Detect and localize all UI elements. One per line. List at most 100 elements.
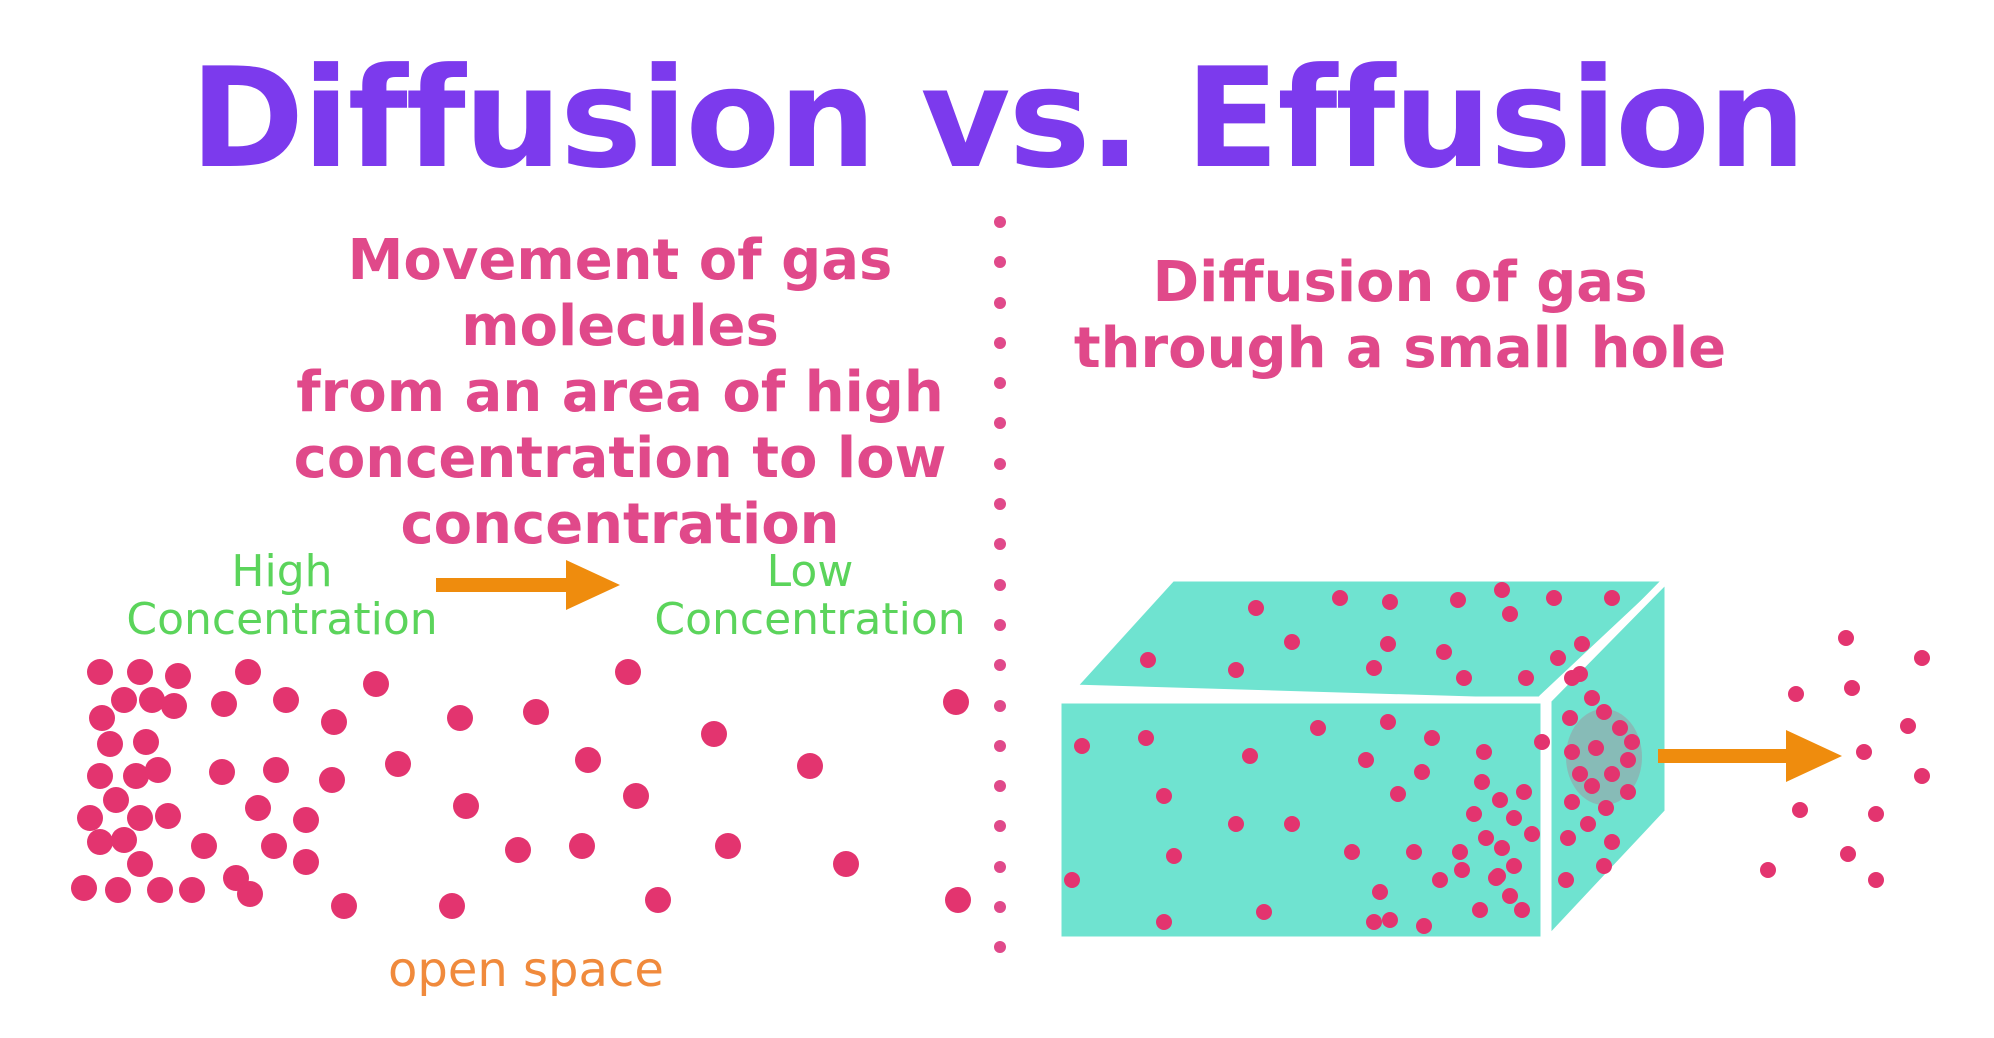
concentration-arrow bbox=[436, 560, 620, 610]
container-molecule bbox=[1506, 858, 1522, 874]
divider-dot bbox=[994, 860, 1006, 873]
divider-dot bbox=[994, 498, 1006, 511]
container-molecule bbox=[1284, 634, 1300, 650]
container-molecule bbox=[1502, 606, 1518, 622]
diffusion-molecule bbox=[245, 795, 271, 821]
diffusion-molecule bbox=[945, 887, 971, 913]
diffusion-molecule bbox=[127, 851, 153, 877]
low-label-line: Low bbox=[766, 546, 854, 597]
container-molecule bbox=[1366, 914, 1382, 930]
diffusion-molecule bbox=[71, 875, 97, 901]
escaped-molecule bbox=[1914, 768, 1930, 784]
diffusion-molecule bbox=[447, 705, 473, 731]
container-molecule bbox=[1138, 730, 1154, 746]
escaped-molecule bbox=[1760, 862, 1776, 878]
divider-dot bbox=[994, 538, 1006, 551]
container-molecule bbox=[1450, 592, 1466, 608]
diffusion-molecule bbox=[797, 753, 823, 779]
diffusion-molecule bbox=[715, 833, 741, 859]
container-molecule bbox=[1494, 582, 1510, 598]
container-molecule bbox=[1492, 792, 1508, 808]
escaped-molecule bbox=[1868, 872, 1884, 888]
diffusion-molecule bbox=[161, 693, 187, 719]
effusion-description: Diffusion of gas through a small hole bbox=[1020, 250, 1780, 382]
divider-dot bbox=[994, 618, 1006, 631]
diffusion-molecule bbox=[139, 687, 165, 713]
container-molecule bbox=[1140, 652, 1156, 668]
low-concentration-label: Low Concentration bbox=[640, 548, 980, 644]
divider-dot bbox=[994, 457, 1006, 470]
diffusion-molecule bbox=[439, 893, 465, 919]
diffusion-molecule bbox=[77, 805, 103, 831]
container-molecule bbox=[1310, 720, 1326, 736]
container-molecule bbox=[1564, 744, 1580, 760]
container-molecule bbox=[1436, 644, 1452, 660]
escaped-molecule bbox=[1840, 846, 1856, 862]
diffusion-description-line: from an area of high bbox=[296, 360, 944, 425]
diffusion-molecule bbox=[111, 827, 137, 853]
effusion-description-line: Diffusion of gas bbox=[1152, 250, 1648, 315]
page-title: Diffusion vs. Effusion bbox=[189, 38, 1806, 199]
divider-dot bbox=[994, 256, 1006, 269]
container-molecule bbox=[1584, 778, 1600, 794]
escaped-molecule bbox=[1868, 806, 1884, 822]
diffusion-molecule bbox=[575, 747, 601, 773]
diffusion-molecule bbox=[105, 877, 131, 903]
divider-dot bbox=[994, 820, 1006, 833]
diffusion-molecule bbox=[331, 893, 357, 919]
container-molecule bbox=[1406, 844, 1422, 860]
divider-dot bbox=[994, 699, 1006, 712]
diffusion-molecule bbox=[701, 721, 727, 747]
container-molecule bbox=[1454, 862, 1470, 878]
container-molecule bbox=[1248, 600, 1264, 616]
container-molecule bbox=[1546, 590, 1562, 606]
container-molecule bbox=[1156, 788, 1172, 804]
container-molecule bbox=[1612, 720, 1628, 736]
diffusion-molecule bbox=[147, 877, 173, 903]
diffusion-molecule bbox=[103, 787, 129, 813]
container-molecule bbox=[1382, 594, 1398, 610]
diffusion-molecule bbox=[569, 833, 595, 859]
diffusion-molecule bbox=[111, 687, 137, 713]
diffusion-molecule bbox=[127, 659, 153, 685]
container-molecule bbox=[1284, 816, 1300, 832]
container-molecule bbox=[1358, 752, 1374, 768]
container-molecule bbox=[1074, 738, 1090, 754]
diffusion-molecule bbox=[209, 759, 235, 785]
diffusion-molecule bbox=[833, 851, 859, 877]
container-molecule bbox=[1228, 662, 1244, 678]
container-molecule bbox=[1604, 766, 1620, 782]
container-molecule bbox=[1518, 670, 1534, 686]
container-molecule bbox=[1382, 912, 1398, 928]
diffusion-molecule bbox=[319, 767, 345, 793]
diffusion-molecules bbox=[71, 659, 971, 919]
escaped-molecules bbox=[1760, 630, 1930, 888]
container-molecule bbox=[1064, 872, 1080, 888]
container-molecule bbox=[1456, 670, 1472, 686]
container-molecule bbox=[1620, 784, 1636, 800]
container-molecule bbox=[1560, 830, 1576, 846]
container-molecule bbox=[1514, 902, 1530, 918]
container-molecule bbox=[1564, 670, 1580, 686]
divider-dot bbox=[994, 659, 1006, 672]
panel-divider bbox=[994, 216, 1006, 976]
diffusion-molecule bbox=[623, 783, 649, 809]
escaped-molecule bbox=[1856, 744, 1872, 760]
container-molecule bbox=[1494, 840, 1510, 856]
container-molecule bbox=[1476, 744, 1492, 760]
divider-dot bbox=[994, 417, 1006, 430]
divider-dot bbox=[994, 377, 1006, 390]
divider-dot bbox=[994, 901, 1006, 914]
diffusion-molecule bbox=[263, 757, 289, 783]
container-molecule bbox=[1472, 902, 1488, 918]
diffusion-molecule bbox=[133, 729, 159, 755]
diffusion-description: Movement of gas molecules from an area o… bbox=[200, 228, 1040, 558]
diffusion-molecule bbox=[89, 705, 115, 731]
diffusion-molecule bbox=[363, 671, 389, 697]
diffusion-molecule bbox=[211, 691, 237, 717]
container-molecule bbox=[1332, 590, 1348, 606]
diffusion-description-line: concentration bbox=[400, 492, 840, 557]
diffusion-description-line: concentration to low bbox=[293, 426, 947, 491]
